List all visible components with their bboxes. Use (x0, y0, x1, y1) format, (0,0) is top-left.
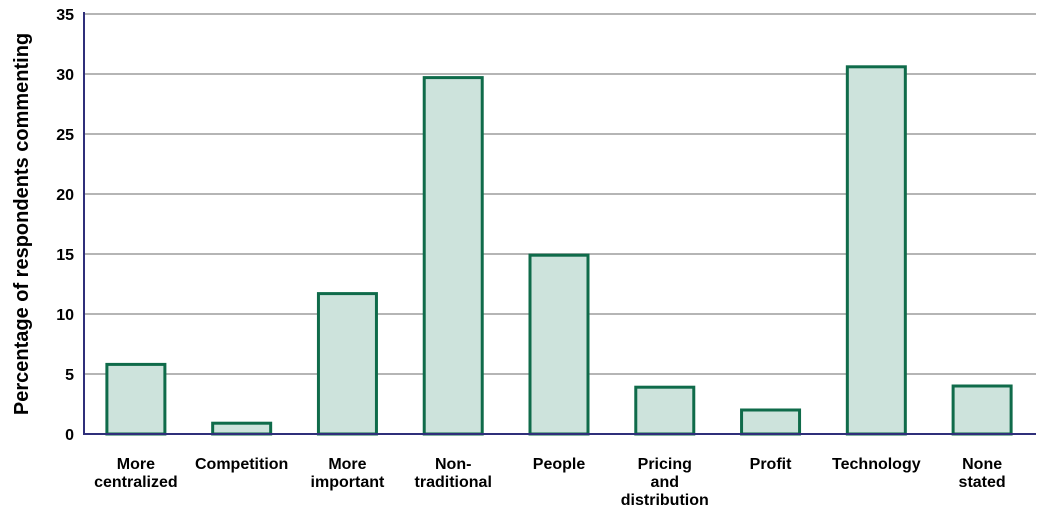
bar (634, 385, 696, 436)
bar (105, 362, 167, 436)
bar (740, 408, 802, 436)
bar (845, 65, 907, 436)
category-label: More important (311, 456, 385, 491)
bar (211, 421, 273, 436)
y-tick-label: 25 (56, 127, 74, 144)
bar (951, 384, 1013, 436)
y-tick-label: 15 (56, 247, 74, 264)
category-label: Technology (832, 456, 921, 473)
category-label: Non-traditional (415, 456, 492, 491)
y-tick-label: 35 (56, 7, 74, 24)
bar (422, 76, 484, 436)
bar (528, 253, 590, 436)
y-axis-title: Percentage of respondents commenting (11, 33, 33, 415)
bar (316, 292, 378, 436)
y-tick-label: 0 (65, 427, 74, 444)
y-tick-label: 20 (56, 187, 74, 204)
y-tick-label: 5 (65, 367, 74, 384)
y-tick-label: 10 (56, 307, 74, 324)
category-label: People (533, 456, 586, 473)
category-label: None stated (959, 456, 1006, 491)
y-tick-label: 30 (56, 67, 74, 84)
y-tick-labels: 0 5 10 15 20 25 30 35 (56, 7, 74, 444)
bars (105, 65, 1013, 436)
category-label: Pricing and distribution (621, 456, 709, 509)
category-label: Competition (195, 456, 288, 473)
category-labels: More centralized Competition More important N… (94, 456, 1006, 509)
category-label: More centralized (94, 456, 178, 491)
category-label: Profit (750, 456, 792, 473)
axes (83, 12, 1036, 435)
